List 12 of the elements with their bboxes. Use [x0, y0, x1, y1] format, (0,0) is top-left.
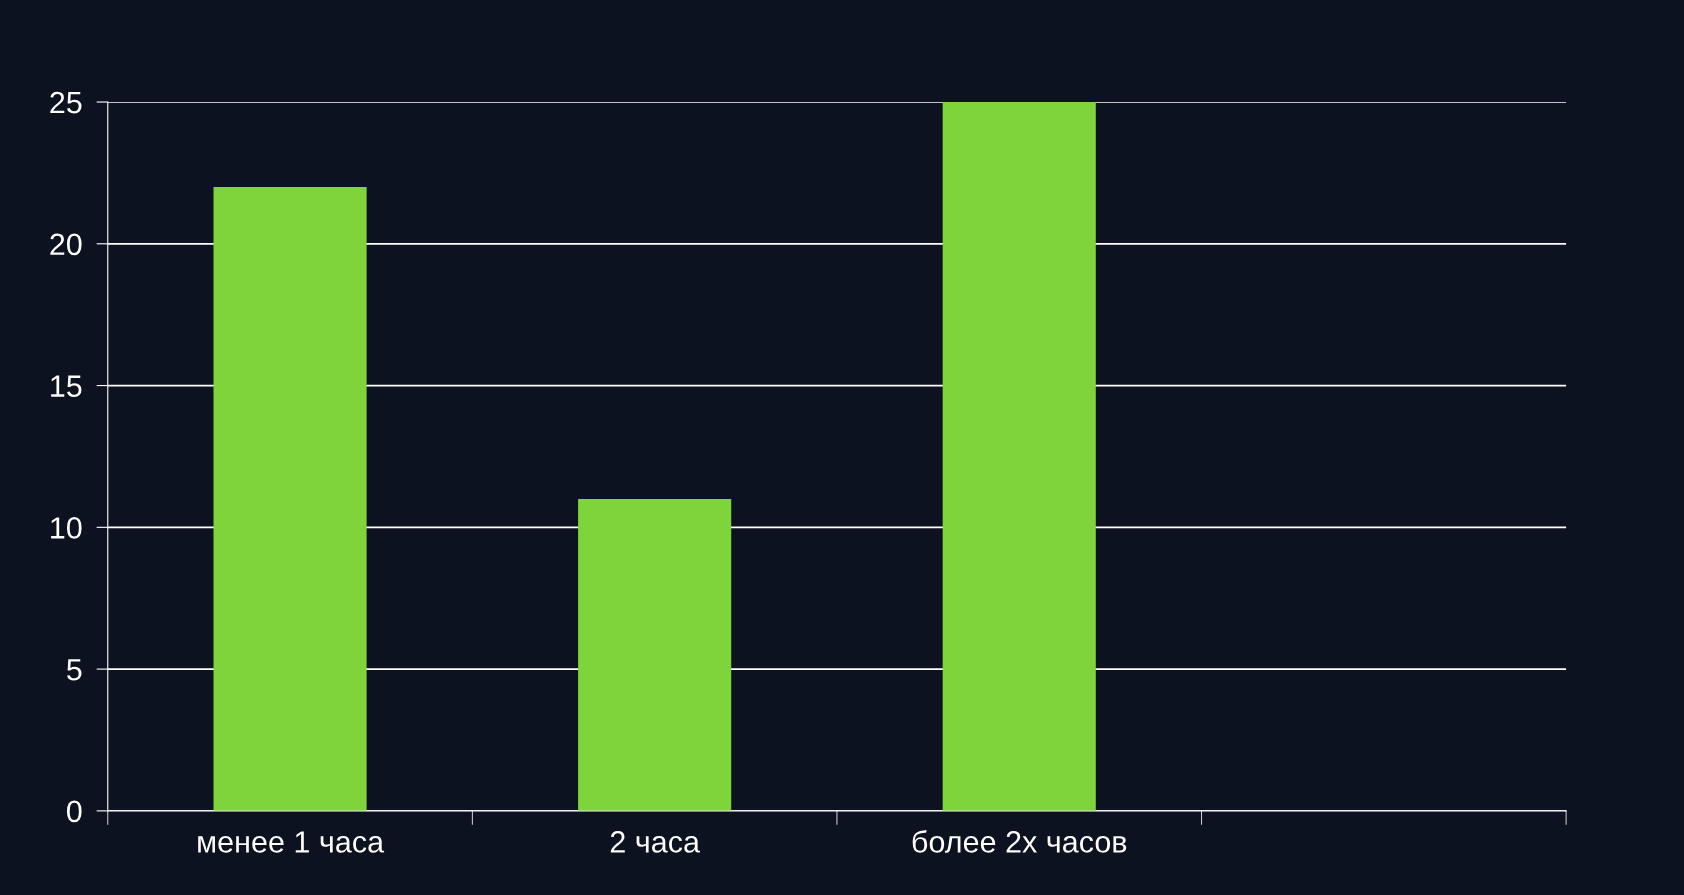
bar	[578, 498, 732, 811]
bar	[213, 187, 367, 811]
x-tick-label: 2 часа	[610, 831, 700, 853]
x-tick-label: более 2х часов	[912, 830, 1127, 853]
y-tick-label: 0	[66, 800, 82, 823]
y-tick-label: 10	[51, 517, 82, 539]
y-tick-label: 25	[50, 91, 82, 114]
y-tick-label: 20	[50, 233, 82, 256]
x-tick-label: менее 1 часа	[198, 831, 385, 853]
y-tick-label: 5	[67, 659, 82, 681]
y-tick-label: 15	[51, 375, 82, 397]
bar	[942, 102, 1096, 811]
